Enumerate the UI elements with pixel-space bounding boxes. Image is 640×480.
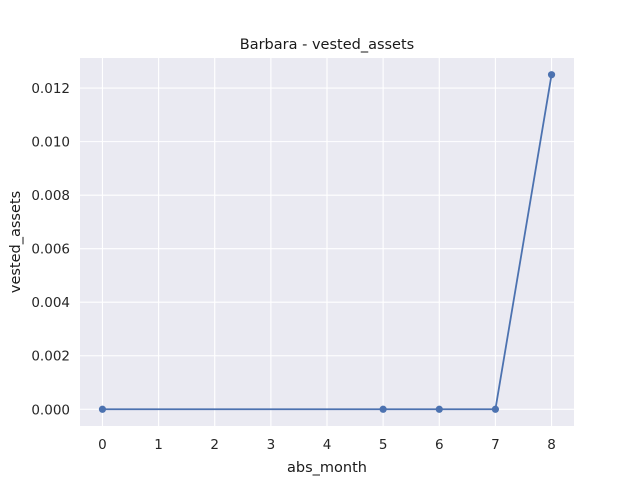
y-tick-label: 0.006 [31,242,70,258]
y-axis-label: vested_assets [8,191,24,293]
data-point [435,405,443,413]
y-tick-label: 0.010 [31,135,70,151]
x-tick-label: 4 [323,437,332,453]
y-tick-label: 0.008 [31,188,70,204]
chart-title: Barbara - vested_assets [240,37,414,53]
x-tick-label: 2 [210,437,219,453]
data-point [379,405,387,413]
x-axis-label: abs_month [287,460,367,476]
series [98,71,556,413]
x-tick-label: 1 [154,437,163,453]
x-tick-label: 6 [435,437,444,453]
data-point [491,405,500,413]
x-tick-label: 7 [491,437,500,453]
data-point [98,405,107,413]
x-tick-label: 8 [547,437,556,453]
x-tick-label: 5 [379,437,388,453]
y-tick-label: 0.012 [31,81,70,97]
y-tick-label: 0.002 [31,349,70,365]
y-tick-label: 0.000 [31,402,70,418]
x-tick-label: 3 [267,437,276,453]
data-point [547,71,556,79]
y-tick-label: 0.004 [31,295,70,311]
x-tick-label: 0 [98,437,107,453]
ticks: 0 1 2 3 4 5 6 7 8 0.000 0.002 0.004 0.006 0.008 0.010 0… [31,81,555,453]
